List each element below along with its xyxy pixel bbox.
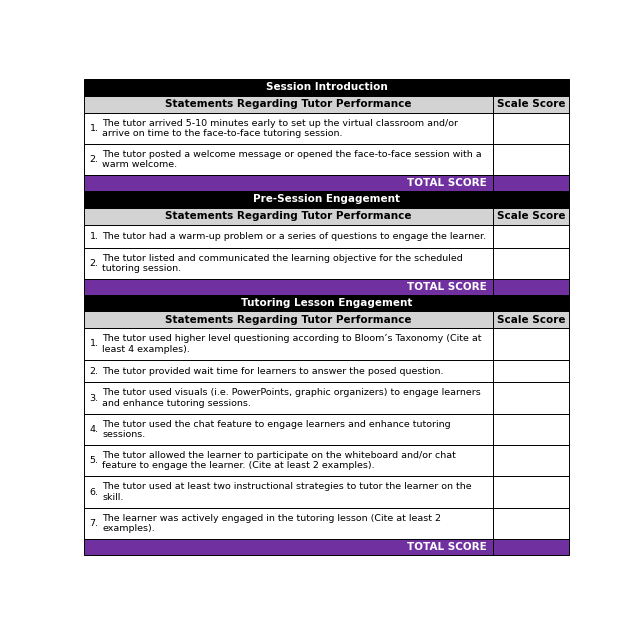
Text: Scale Score: Scale Score bbox=[497, 212, 566, 221]
Bar bbox=[493, 208, 569, 225]
Text: 4.: 4. bbox=[89, 425, 99, 434]
Bar bbox=[83, 96, 493, 113]
Bar bbox=[83, 382, 493, 414]
Text: 3.: 3. bbox=[89, 394, 99, 403]
Bar bbox=[493, 144, 569, 175]
Bar bbox=[83, 508, 493, 539]
Bar bbox=[83, 191, 569, 208]
Text: Statements Regarding Tutor Performance: Statements Regarding Tutor Performance bbox=[165, 315, 412, 325]
Text: Session Introduction: Session Introduction bbox=[266, 83, 387, 93]
Text: The tutor allowed the learner to participate on the whiteboard and/or chat
featu: The tutor allowed the learner to partici… bbox=[103, 451, 456, 471]
Text: 7.: 7. bbox=[89, 519, 99, 528]
Text: 1.: 1. bbox=[89, 339, 99, 349]
Text: TOTAL SCORE: TOTAL SCORE bbox=[408, 282, 487, 292]
Text: The tutor listed and communicated the learning objective for the scheduled
tutor: The tutor listed and communicated the le… bbox=[103, 254, 463, 273]
Bar bbox=[83, 414, 493, 445]
Text: 2.: 2. bbox=[89, 155, 99, 164]
Text: The tutor used the chat feature to engage learners and enhance tutoring
sessions: The tutor used the chat feature to engag… bbox=[103, 420, 451, 439]
Bar bbox=[493, 476, 569, 508]
Text: The tutor used visuals (i.e. PowerPoints, graphic organizers) to engage learners: The tutor used visuals (i.e. PowerPoints… bbox=[103, 389, 481, 408]
Bar bbox=[493, 113, 569, 144]
Bar bbox=[83, 79, 569, 96]
Bar bbox=[493, 225, 569, 248]
Text: 1.: 1. bbox=[89, 232, 99, 240]
Text: Pre-Session Engagement: Pre-Session Engagement bbox=[253, 195, 400, 205]
Bar bbox=[83, 175, 493, 191]
Text: Tutoring Lesson Engagement: Tutoring Lesson Engagement bbox=[241, 298, 412, 308]
Bar bbox=[83, 359, 493, 382]
Bar bbox=[83, 295, 569, 311]
Text: The tutor posted a welcome message or opened the face-to-face session with a
war: The tutor posted a welcome message or op… bbox=[103, 150, 482, 170]
Bar bbox=[493, 382, 569, 414]
Text: Scale Score: Scale Score bbox=[497, 315, 566, 325]
Text: The tutor used higher level questioning according to Bloom’s Taxonomy (Cite at
l: The tutor used higher level questioning … bbox=[103, 334, 482, 354]
Text: TOTAL SCORE: TOTAL SCORE bbox=[408, 178, 487, 188]
Bar bbox=[83, 144, 493, 175]
Text: 6.: 6. bbox=[89, 488, 99, 496]
Text: 1.: 1. bbox=[89, 124, 99, 133]
Bar bbox=[83, 328, 493, 359]
Bar bbox=[83, 476, 493, 508]
Text: The tutor provided wait time for learners to answer the posed question.: The tutor provided wait time for learner… bbox=[103, 367, 444, 376]
Bar bbox=[493, 414, 569, 445]
Bar bbox=[493, 508, 569, 539]
Bar bbox=[83, 113, 493, 144]
Text: The tutor had a warm-up problem or a series of questions to engage the learner.: The tutor had a warm-up problem or a ser… bbox=[103, 232, 487, 240]
Bar bbox=[493, 96, 569, 113]
Bar bbox=[493, 359, 569, 382]
Text: 2.: 2. bbox=[89, 367, 99, 376]
Bar bbox=[493, 445, 569, 476]
Bar bbox=[493, 539, 569, 555]
Bar bbox=[83, 445, 493, 476]
Text: Statements Regarding Tutor Performance: Statements Regarding Tutor Performance bbox=[165, 100, 412, 110]
Bar bbox=[493, 248, 569, 279]
Text: The learner was actively engaged in the tutoring lesson (Cite at least 2
example: The learner was actively engaged in the … bbox=[103, 514, 441, 533]
Bar bbox=[83, 248, 493, 279]
Bar bbox=[83, 279, 493, 295]
Text: 2.: 2. bbox=[89, 259, 99, 268]
Text: Scale Score: Scale Score bbox=[497, 100, 566, 110]
Bar bbox=[83, 225, 493, 248]
Bar bbox=[493, 279, 569, 295]
Bar bbox=[493, 328, 569, 359]
Text: The tutor arrived 5-10 minutes early to set up the virtual classroom and/or
arri: The tutor arrived 5-10 minutes early to … bbox=[103, 119, 459, 138]
Text: Statements Regarding Tutor Performance: Statements Regarding Tutor Performance bbox=[165, 212, 412, 221]
Bar bbox=[83, 208, 493, 225]
Text: 5.: 5. bbox=[89, 456, 99, 465]
Bar bbox=[83, 311, 493, 328]
Bar bbox=[493, 311, 569, 328]
Bar bbox=[83, 539, 493, 555]
Text: TOTAL SCORE: TOTAL SCORE bbox=[408, 542, 487, 552]
Bar bbox=[493, 175, 569, 191]
Text: The tutor used at least two instructional strategies to tutor the learner on the: The tutor used at least two instructiona… bbox=[103, 483, 472, 502]
